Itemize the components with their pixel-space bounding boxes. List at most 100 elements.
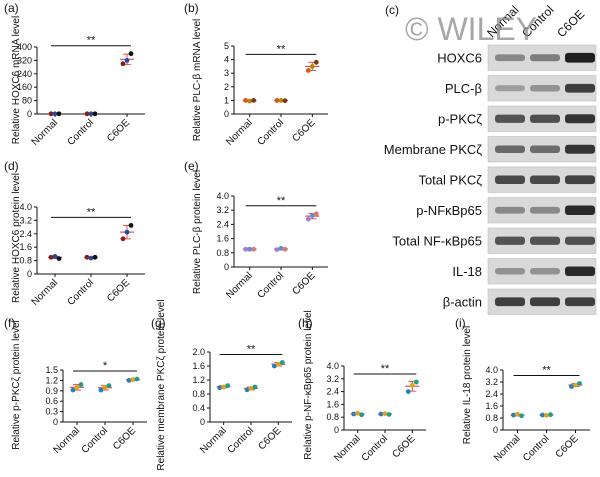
data-point bbox=[102, 384, 108, 390]
data-point bbox=[511, 412, 516, 418]
x-tick-label: C6OE bbox=[105, 117, 132, 144]
data-point bbox=[84, 254, 90, 260]
protein-band bbox=[565, 297, 595, 307]
panel-label: (i) bbox=[455, 316, 466, 330]
x-tick-label: Normal bbox=[492, 433, 523, 464]
data-point bbox=[573, 382, 578, 388]
x-tick-label: Normal bbox=[224, 117, 255, 148]
data-point bbox=[540, 412, 545, 418]
y-tick-label: 0 bbox=[493, 425, 498, 435]
data-point bbox=[274, 98, 280, 103]
data-point bbox=[98, 387, 104, 393]
y-tick-label: 4.0 bbox=[216, 191, 229, 201]
data-point bbox=[225, 383, 231, 388]
blot-row: IL-18 bbox=[452, 258, 597, 285]
chart-panel: (b) 0 1 2 3 4 5 Relative PLC-β mRNA level Normal… bbox=[184, 1, 328, 148]
data-point bbox=[88, 111, 94, 117]
y-tick-label: 0.6 bbox=[45, 396, 58, 406]
x-tick-label: Control bbox=[521, 433, 552, 464]
panel-label: (d) bbox=[4, 159, 19, 173]
data-point bbox=[313, 211, 319, 217]
protein-band bbox=[530, 206, 560, 214]
y-tick-label: 0 bbox=[27, 269, 32, 279]
x-tick-label: Normal bbox=[224, 270, 255, 301]
panel-label: (e) bbox=[184, 159, 199, 173]
panel-label: (h) bbox=[298, 316, 313, 330]
data-point bbox=[70, 387, 76, 393]
protein-label: Total PKCζ bbox=[418, 172, 482, 187]
y-tick-label: 320 bbox=[17, 55, 32, 65]
chart-panel: (g) 0 0.4 0.8 1.2 1.6 2.0 Relative membrane PKC… bbox=[151, 299, 292, 471]
x-tick-label: C6OE bbox=[105, 277, 132, 304]
data-point bbox=[128, 51, 134, 57]
data-point bbox=[359, 412, 365, 418]
panel-label: (f) bbox=[4, 316, 15, 330]
blot-row: Total NF-κBp65 bbox=[392, 227, 597, 254]
y-tick-label: 0.4 bbox=[192, 403, 205, 413]
x-tick-label: Normal bbox=[52, 425, 83, 456]
data-point bbox=[124, 229, 130, 235]
protein-label: p-PKCζ bbox=[438, 111, 482, 126]
y-tick-label: 3.2 bbox=[216, 205, 229, 215]
data-point bbox=[88, 255, 94, 261]
data-point bbox=[243, 246, 249, 252]
data-point bbox=[569, 384, 574, 389]
y-tick-label: 2.4 bbox=[216, 219, 229, 229]
chart-panel: (e) 0 0.8 1.6 2.4 3.2 4.0 Relative PLC-β protei… bbox=[184, 159, 328, 301]
protein-label: p-NFκBp65 bbox=[416, 203, 482, 218]
y-axis-title: Relative p-NF-κBp65 protein level bbox=[303, 310, 314, 460]
x-tick-label: Control bbox=[66, 117, 97, 148]
lane-label: C6OE bbox=[554, 7, 587, 40]
data-point bbox=[405, 389, 411, 394]
data-point bbox=[313, 59, 319, 65]
data-point bbox=[52, 254, 58, 259]
data-point bbox=[409, 382, 415, 388]
protein-band bbox=[530, 175, 560, 184]
protein-label: Membrane PKCζ bbox=[384, 142, 482, 157]
y-tick-label: 160 bbox=[17, 82, 32, 92]
data-point bbox=[275, 361, 281, 367]
y-tick-label: 4.0 bbox=[19, 202, 32, 212]
protein-band bbox=[495, 206, 525, 214]
data-point bbox=[278, 245, 284, 251]
data-point bbox=[252, 384, 258, 390]
y-axis-title: Relative HOXC6 protein level bbox=[11, 173, 22, 303]
y-tick-label: 3.2 bbox=[326, 374, 339, 384]
y-axis-title: Relative membrane PKCζ protein level bbox=[156, 299, 167, 470]
data-point bbox=[48, 254, 54, 260]
chart-panel: (h) 0 0.8 1.6 2.4 3.2 4.0 Relative p-NF-κBp65 p… bbox=[298, 310, 426, 464]
data-point bbox=[282, 246, 288, 252]
y-tick-label: 4 bbox=[224, 55, 229, 65]
data-point bbox=[74, 384, 80, 390]
x-tick-label: Normal bbox=[30, 277, 61, 308]
data-point bbox=[282, 98, 288, 104]
y-tick-label: 0 bbox=[334, 425, 339, 435]
y-tick-label: 5 bbox=[224, 41, 229, 51]
protein-label: PLC-β bbox=[445, 81, 482, 96]
y-tick-label: 0.9 bbox=[45, 386, 58, 396]
protein-band bbox=[495, 297, 525, 307]
data-point bbox=[251, 246, 257, 252]
blot-row: Membrane PKCζ bbox=[384, 136, 597, 163]
y-axis-title: Relative IL-18 protein level bbox=[462, 326, 473, 444]
protein-band bbox=[530, 85, 560, 92]
y-axis-title: Relative PLC-β protein level bbox=[192, 170, 203, 294]
y-tick-label: 4.0 bbox=[326, 361, 339, 371]
y-tick-label: 2.0 bbox=[192, 347, 205, 357]
y-tick-label: 0 bbox=[53, 417, 58, 427]
significance-marker: ** bbox=[381, 363, 390, 375]
chart-panel: (i) 0 0.8 1.6 2.4 3.2 4.0 Relative IL-18 protei… bbox=[455, 316, 590, 464]
protein-band bbox=[565, 114, 595, 124]
data-point bbox=[519, 413, 524, 419]
blot-row: p-PKCζ bbox=[438, 105, 597, 132]
significance-marker: ** bbox=[277, 195, 286, 207]
protein-band bbox=[565, 266, 595, 276]
protein-band bbox=[565, 83, 595, 93]
data-point bbox=[221, 384, 227, 390]
protein-band bbox=[565, 144, 595, 154]
y-tick-label: 1.6 bbox=[216, 234, 229, 244]
protein-band bbox=[565, 52, 595, 63]
blot-row: PLC-β bbox=[445, 75, 597, 102]
